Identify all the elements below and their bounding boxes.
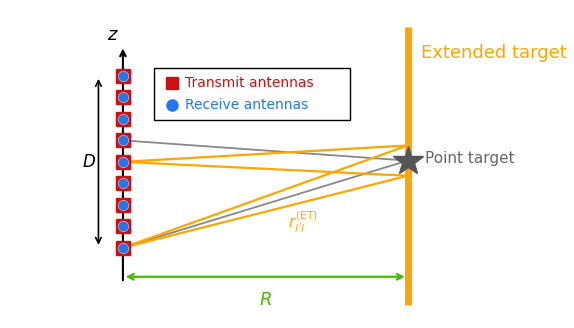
Text: Receive antennas: Receive antennas bbox=[185, 98, 308, 112]
Text: $r_{l^{\prime}l}^{\rm (PT)}$: $r_{l^{\prime}l}^{\rm (PT)}$ bbox=[297, 97, 327, 123]
Text: $r_{l^{\prime}l}^{\rm (ET)}$: $r_{l^{\prime}l}^{\rm (ET)}$ bbox=[288, 210, 318, 235]
Text: $R$: $R$ bbox=[259, 291, 272, 309]
Text: Transmit antennas: Transmit antennas bbox=[185, 76, 314, 91]
Text: Extended target: Extended target bbox=[421, 44, 567, 62]
Text: $D$: $D$ bbox=[82, 153, 96, 171]
Text: $z$: $z$ bbox=[107, 27, 119, 44]
FancyBboxPatch shape bbox=[154, 69, 350, 120]
Text: Point target: Point target bbox=[425, 151, 515, 166]
